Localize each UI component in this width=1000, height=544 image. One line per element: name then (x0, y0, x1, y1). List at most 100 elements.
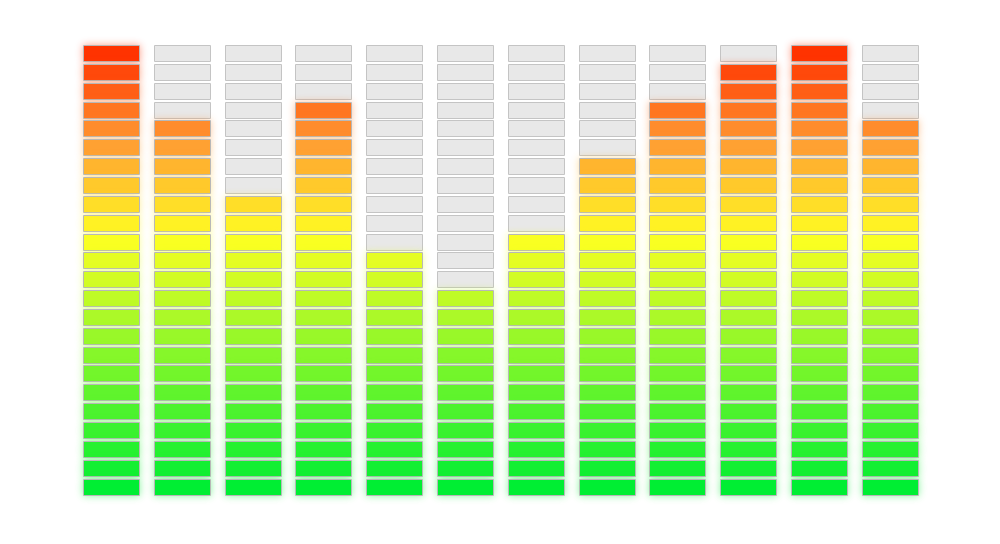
segment-lit (720, 440, 778, 458)
segment-lit (791, 478, 848, 496)
segment-off (366, 158, 424, 176)
segment-lit (437, 478, 494, 496)
segment-off (437, 252, 494, 270)
segment-lit (507, 346, 565, 364)
segment-lit (224, 252, 282, 270)
segment-lit (224, 308, 282, 326)
segment-off (224, 82, 282, 100)
segment-lit (861, 478, 919, 496)
segment-lit (366, 478, 424, 496)
segment-lit (720, 63, 778, 81)
segment-off (224, 120, 282, 138)
segment-lit (224, 346, 282, 364)
segment-lit (861, 365, 919, 383)
segment-lit (791, 308, 848, 326)
segment-lit (791, 176, 848, 194)
segment-lit (295, 459, 353, 477)
segment-lit (720, 308, 778, 326)
segment-lit (153, 252, 211, 270)
segment-lit (861, 308, 919, 326)
segment-lit (507, 384, 565, 402)
segment-off (578, 120, 636, 138)
segment-off (366, 82, 424, 100)
segment-lit (507, 459, 565, 477)
segment-lit (83, 63, 140, 81)
segment-lit (153, 478, 211, 496)
segment-off (437, 233, 494, 251)
segment-lit (861, 403, 919, 421)
segment-lit (153, 176, 211, 194)
segment-off (507, 63, 565, 81)
segment-lit (153, 440, 211, 458)
segment-lit (437, 346, 494, 364)
segment-lit (153, 327, 211, 345)
segment-lit (295, 101, 353, 119)
segment-lit (578, 176, 636, 194)
segment-lit (578, 308, 636, 326)
segment-lit (720, 195, 778, 213)
segment-lit (83, 327, 140, 345)
segment-lit (153, 233, 211, 251)
segment-lit (507, 327, 565, 345)
segment-lit (649, 120, 707, 138)
segment-lit (437, 422, 494, 439)
segment-off (437, 271, 494, 289)
segment-lit (791, 82, 848, 100)
segment-lit (437, 403, 494, 421)
segment-lit (366, 403, 424, 421)
segment-lit (720, 422, 778, 439)
segment-lit (791, 365, 848, 383)
segment-lit (578, 233, 636, 251)
segment-lit (295, 403, 353, 421)
segment-lit (507, 252, 565, 270)
segment-lit (437, 440, 494, 458)
segment-lit (153, 290, 211, 308)
segment-lit (366, 440, 424, 458)
segment-lit (153, 384, 211, 402)
segment-lit (720, 82, 778, 100)
segment-lit (791, 195, 848, 213)
segment-off (437, 45, 494, 62)
segment-lit (791, 422, 848, 439)
segment-off (861, 101, 919, 119)
segment-lit (83, 139, 140, 157)
segment-lit (295, 478, 353, 496)
segment-lit (153, 195, 211, 213)
segment-off (578, 101, 636, 119)
segment-lit (578, 327, 636, 345)
segment-lit (578, 158, 636, 176)
segment-lit (861, 327, 919, 345)
segment-lit (791, 158, 848, 176)
segment-lit (437, 327, 494, 345)
segment-lit (578, 271, 636, 289)
segment-lit (295, 422, 353, 439)
segment-lit (791, 233, 848, 251)
segment-lit (507, 308, 565, 326)
segment-off (578, 63, 636, 81)
segment-off (224, 63, 282, 81)
segment-lit (791, 290, 848, 308)
segment-lit (366, 365, 424, 383)
segment-lit (861, 233, 919, 251)
segment-off (437, 195, 494, 213)
segment-off (437, 214, 494, 232)
segment-off (366, 120, 424, 138)
segment-off (861, 45, 919, 62)
segment-lit (720, 176, 778, 194)
segment-lit (224, 403, 282, 421)
segment-off (507, 214, 565, 232)
segment-lit (295, 365, 353, 383)
segment-lit (791, 346, 848, 364)
segment-lit (224, 365, 282, 383)
segment-lit (83, 158, 140, 176)
segment-lit (83, 422, 140, 439)
segment-lit (861, 271, 919, 289)
segment-lit (578, 365, 636, 383)
segment-off (507, 101, 565, 119)
segment-lit (366, 308, 424, 326)
segment-lit (791, 403, 848, 421)
segment-lit (153, 403, 211, 421)
segment-lit (83, 101, 140, 119)
segment-lit (649, 459, 707, 477)
segment-lit (791, 384, 848, 402)
